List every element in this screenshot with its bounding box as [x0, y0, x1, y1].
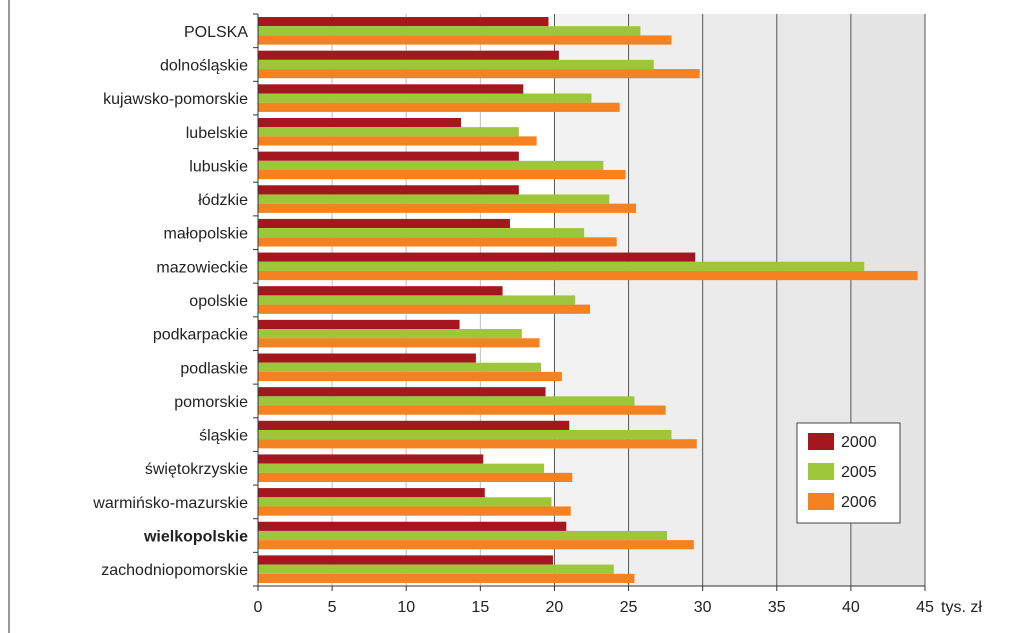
bar-2006 — [258, 203, 636, 213]
bar-2000 — [258, 454, 484, 464]
bar-2006 — [258, 136, 537, 146]
bar-2005 — [258, 362, 542, 372]
bar-2005 — [258, 26, 641, 36]
bar-2006 — [258, 540, 694, 550]
bar-2006 — [258, 573, 635, 583]
x-tick-labels: 0 5 10 15 20 25 30 35 40 45 — [254, 599, 934, 616]
bar-2006 — [258, 237, 617, 247]
category-label: lubuskie — [189, 158, 248, 175]
bar-2005 — [258, 228, 585, 238]
bar-2000 — [258, 353, 476, 363]
bar-2000 — [258, 84, 524, 94]
category-labels: POLSKA dolnośląskie kujawsko-pomorskie lube… — [92, 24, 248, 579]
bar-2006 — [258, 69, 700, 79]
x-tick-label: 15 — [471, 599, 489, 616]
bar-2005 — [258, 329, 522, 339]
bar-2000 — [258, 151, 519, 161]
x-unit-label: tys. zł — [941, 599, 982, 616]
category-label: pomorskie — [174, 394, 248, 411]
category-label: świętokrzyskie — [145, 461, 248, 478]
bar-2005 — [258, 295, 576, 305]
x-tick-label: 25 — [620, 599, 638, 616]
legend-swatch-2000 — [808, 433, 834, 450]
category-label: podkarpackie — [153, 327, 248, 344]
legend-swatch-2006 — [808, 493, 834, 510]
bar-2006 — [258, 35, 672, 45]
bar-2000 — [258, 488, 485, 498]
bars — [258, 17, 918, 583]
bar-2005 — [258, 463, 545, 473]
category-label: podlaskie — [180, 360, 248, 377]
bar-2005 — [258, 59, 654, 70]
bar-2000 — [258, 521, 567, 531]
bar-2006 — [258, 371, 562, 382]
bar-2006 — [258, 338, 540, 348]
bar-2000 — [258, 252, 696, 262]
bar-2000 — [258, 286, 503, 296]
bar-2005 — [258, 497, 552, 507]
bar-2005 — [258, 530, 668, 541]
bar-2005 — [258, 160, 604, 171]
bar-2006 — [258, 170, 626, 180]
bar-2005 — [258, 261, 865, 271]
category-label: opolskie — [189, 293, 248, 310]
category-label: mazowieckie — [156, 259, 248, 276]
category-label: śląskie — [199, 428, 248, 445]
legend: 2000 2005 2006 — [796, 422, 901, 524]
bar-2006 — [258, 439, 697, 449]
bar-2000 — [258, 185, 519, 195]
bar-2005 — [258, 429, 672, 440]
bar-2006 — [258, 472, 573, 483]
category-label: zachodniopomorskie — [101, 562, 248, 579]
axes — [253, 13, 926, 591]
bar-2006 — [258, 304, 591, 314]
x-tick-label: 10 — [397, 599, 415, 616]
plot-band — [702, 14, 777, 586]
bar-2000 — [258, 50, 559, 60]
x-tick-label: 35 — [768, 599, 786, 616]
bar-2005 — [258, 127, 519, 137]
bar-2005 — [258, 564, 614, 574]
bar-2005 — [258, 93, 592, 103]
bar-2000 — [258, 319, 460, 330]
x-tick-label: 5 — [328, 599, 337, 616]
category-label: wielkopolskie — [143, 529, 248, 546]
category-label: dolnośląskie — [160, 57, 248, 74]
bar-2000 — [258, 420, 570, 430]
legend-swatch-2005 — [808, 463, 834, 480]
x-tick-label: 20 — [546, 599, 564, 616]
category-label: łódzkie — [198, 192, 248, 209]
bar-2000 — [258, 17, 549, 27]
bar-2005 — [258, 194, 610, 204]
x-tick-label: 45 — [916, 599, 934, 616]
bar-2006 — [258, 270, 918, 281]
category-label: POLSKA — [184, 24, 248, 41]
category-label: lubelskie — [186, 125, 248, 142]
category-label: kujawsko-pomorskie — [103, 91, 248, 108]
bar-2006 — [258, 506, 571, 516]
x-tick-label: 0 — [254, 599, 263, 616]
legend-label-2000: 2000 — [841, 434, 877, 451]
bar-2000 — [258, 218, 510, 229]
bar-2000 — [258, 387, 546, 397]
bar-2006 — [258, 102, 620, 112]
legend-label-2006: 2006 — [841, 494, 877, 511]
bar-2000 — [258, 117, 462, 128]
bar-2000 — [258, 555, 553, 565]
x-tick-label: 40 — [842, 599, 860, 616]
x-tick-label: 30 — [694, 599, 712, 616]
bar-2006 — [258, 405, 666, 415]
bar-2005 — [258, 396, 635, 406]
legend-label-2005: 2005 — [841, 464, 877, 481]
category-label: warmińsko-mazurskie — [92, 495, 248, 512]
category-label: małopolskie — [164, 226, 249, 243]
plot-band — [628, 14, 703, 586]
